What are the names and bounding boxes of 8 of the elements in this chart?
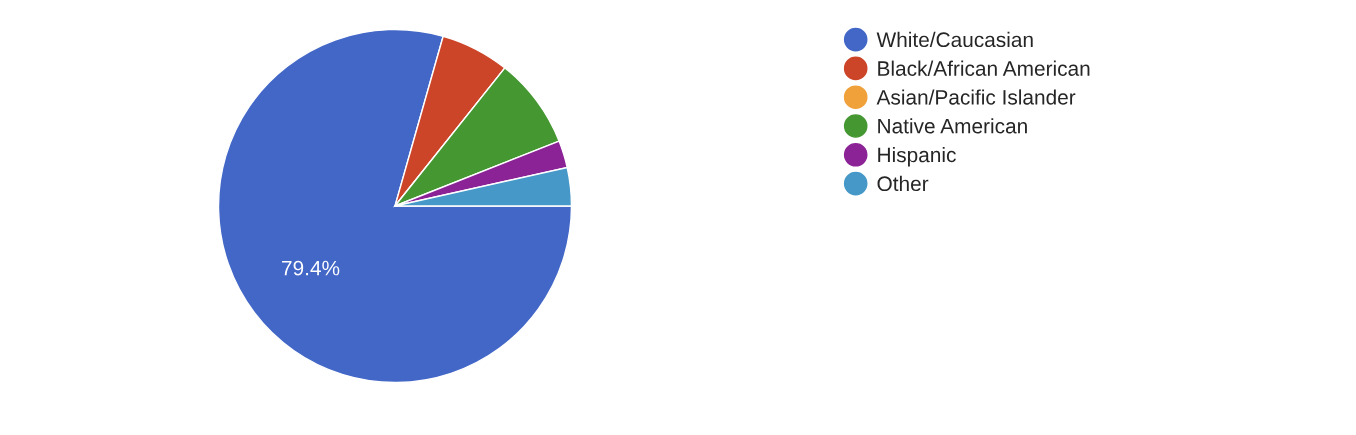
- legend-label: Native American: [878, 118, 1027, 134]
- legend-label: Other: [877, 175, 929, 192]
- legend-label: Hispanic: [878, 146, 956, 167]
- data-label: 79.4%: [282, 260, 340, 276]
- legend-label: White/Caucasian: [876, 31, 1033, 48]
- legend-label: Black/African American: [878, 60, 1090, 76]
- pie-slice: [217, 28, 573, 384]
- legend-label: Asian/Pacific Islander: [876, 89, 1076, 105]
